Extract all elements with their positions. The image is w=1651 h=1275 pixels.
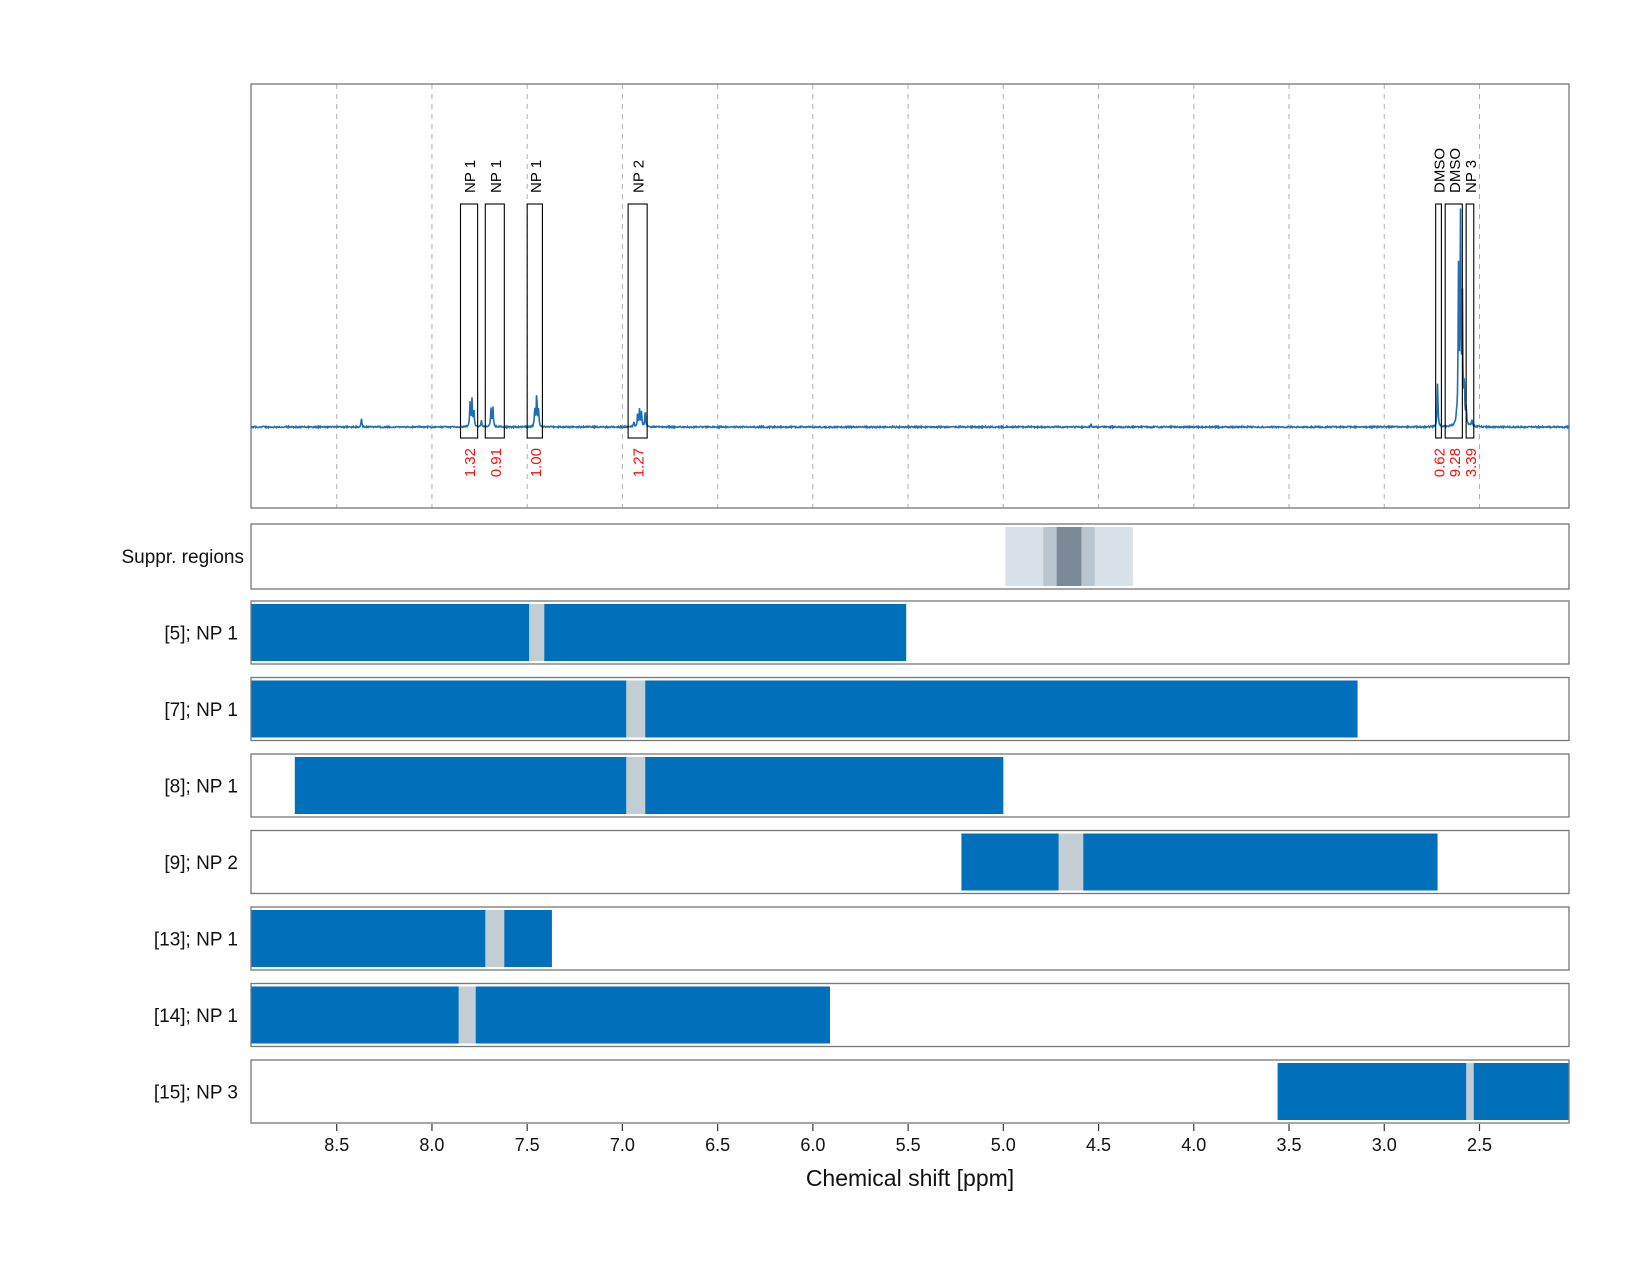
track-bar <box>961 833 1438 891</box>
x-tick-label: 4.0 <box>1181 1135 1206 1155</box>
peak-region-label: NP 1 <box>488 160 505 193</box>
x-tick-label: 8.0 <box>419 1135 444 1155</box>
track-frame <box>250 676 1570 742</box>
track-bar <box>294 757 1004 814</box>
x-tick-label: 6.5 <box>705 1135 730 1155</box>
track-gap <box>1058 833 1084 891</box>
track-gap <box>458 986 476 1044</box>
peak-region-box <box>526 203 543 439</box>
spectrum-panel: NP 1 1.32 NP 1 0.91 NP 1 1.00 NP 2 1.27 DMSO 0.62… <box>250 83 1570 509</box>
grid-lines <box>336 84 1480 508</box>
range-tracks: [5]; NP 1 [7]; NP 1 [8]; NP 1 [9]; NP 2 [13]… <box>154 600 1570 1124</box>
x-tick-label: 2.5 <box>1467 1135 1492 1155</box>
track-label: [8]; NP 1 <box>164 777 238 798</box>
range-track: [8]; NP 1 <box>164 753 1570 818</box>
peak-region-label: NP 3 <box>1463 160 1480 193</box>
peak-region-label: NP 1 <box>462 160 479 193</box>
range-track: [13]; NP 1 <box>154 906 1570 971</box>
track-bar <box>251 910 552 967</box>
peak-integral: 9.28 <box>1447 448 1464 477</box>
track-label: [7]; NP 1 <box>164 700 238 721</box>
range-track: [5]; NP 1 <box>164 600 1570 665</box>
track-label: [14]; NP 1 <box>154 1006 238 1027</box>
track-gap <box>1466 1063 1474 1120</box>
x-tick-label: 3.0 <box>1372 1135 1397 1155</box>
track-bar <box>251 986 831 1044</box>
track-label: [15]; NP 3 <box>154 1083 238 1104</box>
track-frame <box>250 753 1570 818</box>
track-gap <box>626 680 646 738</box>
suppression-regions <box>1005 527 1133 586</box>
peak-regions: NP 1 1.32 NP 1 0.91 NP 1 1.00 NP 2 1.27 DMSO 0.62… <box>459 148 1480 477</box>
spectrum-layer <box>250 208 1570 430</box>
suppression-panel: Suppr. regions <box>121 523 1570 590</box>
range-track: [15]; NP 3 <box>154 1059 1570 1124</box>
x-axis: 8.5 8.0 7.5 7.0 6.5 6.0 5.5 5.0 4.5 4.0 3.5 3.0 2.5 <box>324 1124 1492 1155</box>
x-axis-label: Chemical shift [ppm] <box>806 1165 1014 1191</box>
peak-integral: 0.91 <box>488 448 505 477</box>
track-frame <box>250 600 1570 665</box>
peak-integral: 0.62 <box>1432 448 1449 477</box>
track-frame <box>250 906 1570 971</box>
track-gap <box>485 910 505 967</box>
peak-region-box <box>484 203 505 439</box>
track-gap <box>626 757 646 814</box>
peak-region-label: NP 1 <box>528 160 545 193</box>
x-tick-label: 4.5 <box>1086 1135 1111 1155</box>
x-tick-label: 6.0 <box>800 1135 825 1155</box>
track-bar <box>251 604 907 661</box>
peak-region-box <box>1435 203 1442 439</box>
peak-region-box <box>1465 203 1475 439</box>
x-tick-label: 5.5 <box>896 1135 921 1155</box>
range-track: [9]; NP 2 <box>164 829 1570 895</box>
track-label: [13]; NP 1 <box>154 930 238 951</box>
peak-region-label: DMSO <box>1432 148 1449 193</box>
x-tick-label: 7.0 <box>610 1135 635 1155</box>
x-tick-label: 5.0 <box>991 1135 1016 1155</box>
x-tick-label: 3.5 <box>1277 1135 1302 1155</box>
track-frame <box>250 829 1570 895</box>
range-track: [7]; NP 1 <box>164 676 1570 742</box>
peak-region-box <box>1444 203 1463 439</box>
suppression-label: Suppr. regions <box>121 547 244 568</box>
suppression-band <box>1056 527 1082 586</box>
range-track: [14]; NP 1 <box>154 982 1570 1048</box>
track-label: [9]; NP 2 <box>164 853 238 874</box>
peak-region-box <box>459 203 479 439</box>
track-frame <box>250 982 1570 1048</box>
track-gap <box>529 604 545 661</box>
peak-integral: 1.27 <box>631 448 648 477</box>
track-label: [5]; NP 1 <box>164 624 238 645</box>
peak-integral: 3.39 <box>1463 448 1480 477</box>
x-tick-label: 8.5 <box>324 1135 349 1155</box>
spectrum-frame <box>250 83 1570 509</box>
peak-integral: 1.32 <box>462 448 479 477</box>
suppression-frame <box>250 523 1570 590</box>
track-bar <box>251 680 1358 738</box>
peak-integral: 1.00 <box>528 448 545 477</box>
peak-region-box <box>627 203 648 439</box>
peak-region-label: NP 2 <box>631 160 648 193</box>
x-tick-label: 7.5 <box>515 1135 540 1155</box>
spectrum-trace <box>250 208 1570 430</box>
peak-region-label: DMSO <box>1447 148 1464 193</box>
track-bar <box>1277 1063 1569 1120</box>
track-frame <box>250 1059 1570 1124</box>
